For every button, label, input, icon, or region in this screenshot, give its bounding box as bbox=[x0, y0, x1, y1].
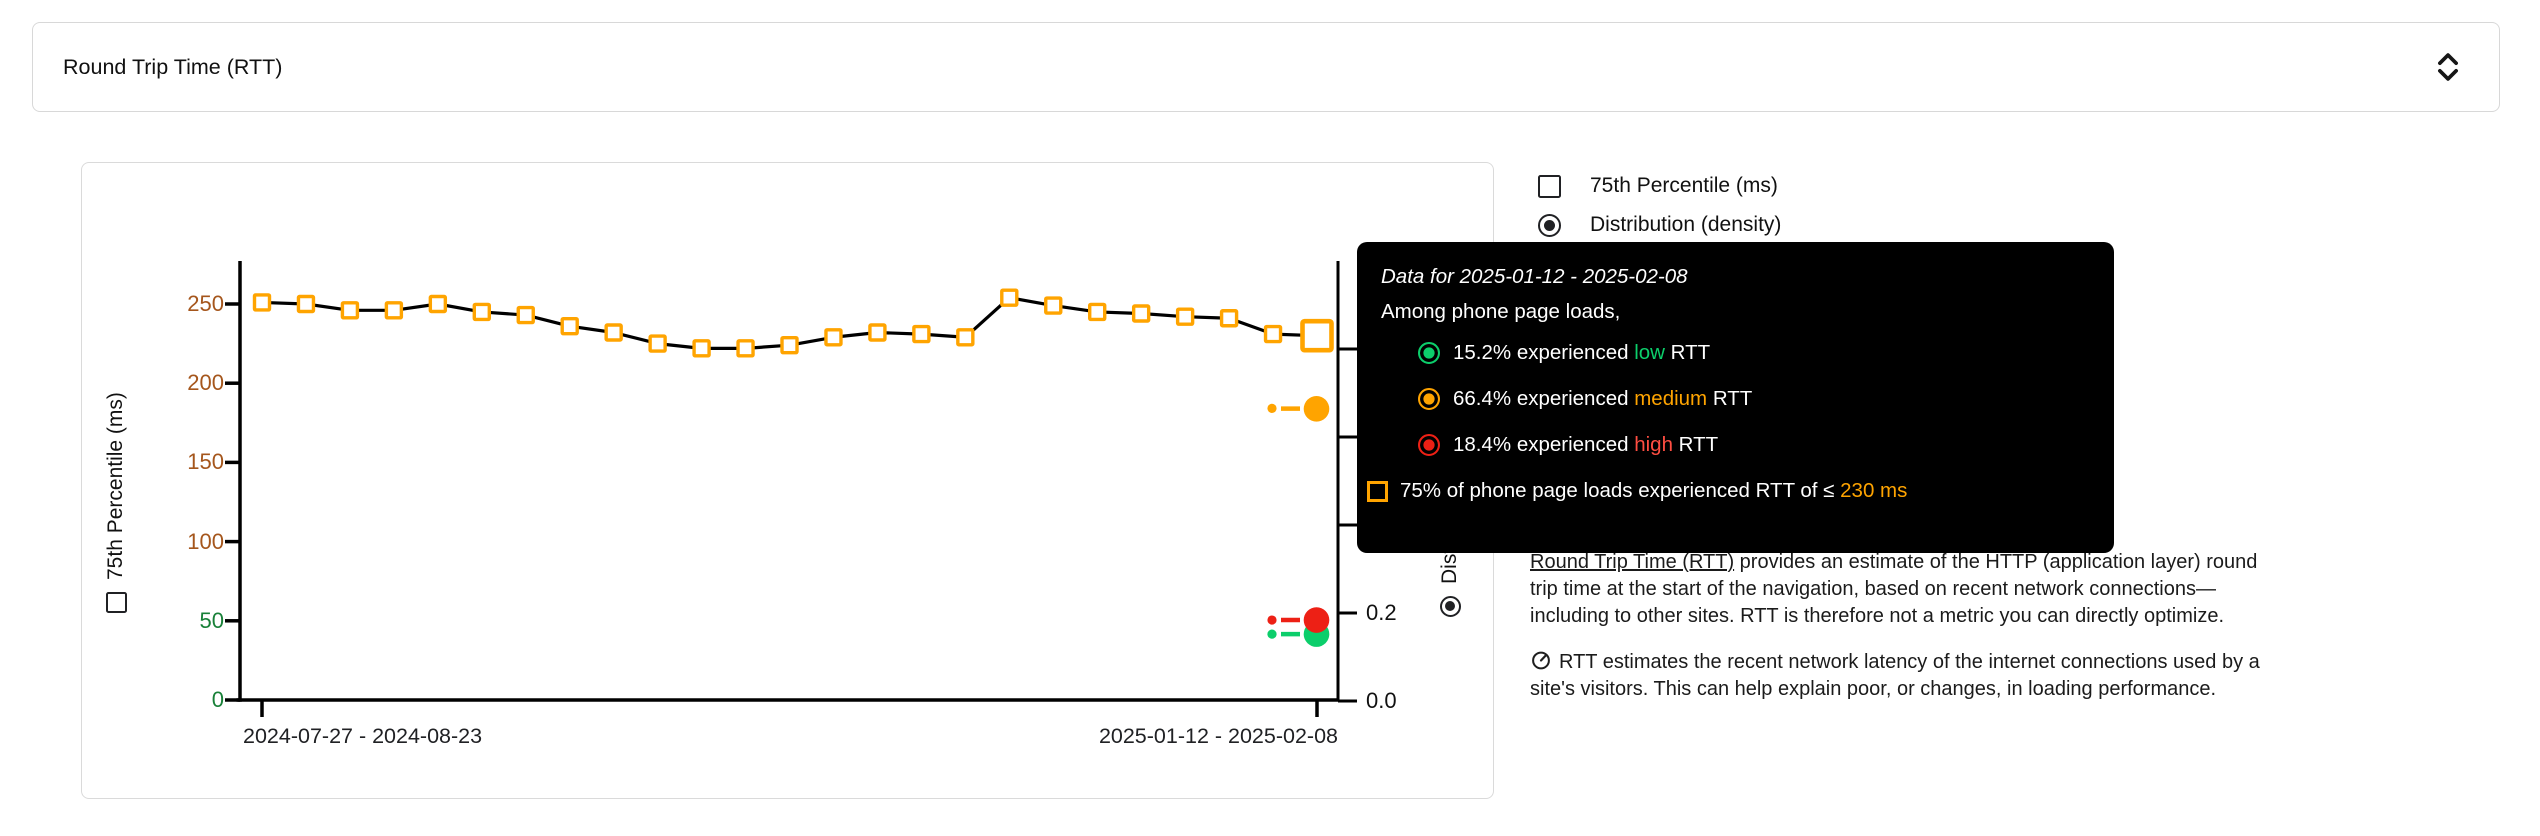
legend: 75th Percentile (ms) Distribution (densi… bbox=[1538, 174, 1781, 252]
legend-item-75th-percentile[interactable]: 75th Percentile (ms) bbox=[1538, 174, 1781, 198]
p75-marker[interactable] bbox=[604, 323, 623, 342]
p75-marker[interactable] bbox=[340, 301, 360, 320]
p75-marker[interactable] bbox=[912, 324, 931, 344]
p75-marker[interactable] bbox=[868, 323, 887, 342]
radio-icon[interactable] bbox=[1538, 213, 1561, 237]
chart-svg[interactable] bbox=[0, 0, 1540, 836]
density-dot-icon bbox=[1418, 342, 1440, 364]
p75-marker[interactable] bbox=[296, 294, 316, 314]
p75-marker[interactable] bbox=[1175, 307, 1195, 326]
chart-card bbox=[81, 162, 1494, 799]
p75-marker-selected[interactable] bbox=[1300, 318, 1334, 353]
p75-marker[interactable] bbox=[824, 328, 843, 347]
legend-item-distribution[interactable]: Distribution (density) bbox=[1538, 213, 1781, 237]
p75-marker[interactable] bbox=[956, 328, 975, 347]
tooltip-density-row: 15.2% experienced low RTT bbox=[1381, 330, 2090, 376]
metric-description-p1: Round Trip Time (RTT) provides an estima… bbox=[1530, 549, 2272, 630]
p75-marker[interactable] bbox=[1219, 309, 1239, 328]
p75-marker[interactable] bbox=[252, 293, 272, 312]
p75-marker[interactable] bbox=[1131, 304, 1151, 323]
density-dot-high[interactable] bbox=[1303, 607, 1330, 633]
density-dot-small-high bbox=[1267, 615, 1277, 625]
p75-marker[interactable] bbox=[1263, 324, 1283, 344]
p75-marker[interactable] bbox=[560, 316, 579, 336]
density-dot-icon bbox=[1418, 388, 1440, 410]
y-axis-label-left-text: 75th Percentile (ms) bbox=[104, 392, 127, 580]
legend-item-label: 75th Percentile (ms) bbox=[1590, 174, 1778, 197]
radio-dot bbox=[1544, 219, 1555, 231]
density-dot-icon bbox=[1418, 434, 1440, 456]
gauge-icon bbox=[1532, 651, 1550, 670]
p75-marker[interactable] bbox=[1044, 296, 1063, 315]
p75-marker[interactable] bbox=[648, 334, 667, 353]
metric-description: Round Trip Time (RTT) provides an estima… bbox=[1530, 549, 2272, 722]
unfold-more-icon bbox=[2438, 53, 2458, 81]
tooltip-density-row: 66.4% experienced medium RTT bbox=[1381, 376, 2090, 422]
p75-marker[interactable] bbox=[780, 335, 799, 355]
rtt-doc-link[interactable]: Round Trip Time (RTT) bbox=[1530, 551, 1735, 573]
tooltip-title: Data for 2025-01-12 - 2025-02-08 bbox=[1381, 265, 1688, 288]
chart-tooltip: Data for 2025-01-12 - 2025-02-08 Among p… bbox=[1357, 242, 2114, 553]
density-dot-medium[interactable] bbox=[1303, 396, 1330, 422]
p75-marker[interactable] bbox=[472, 302, 491, 322]
y-axis-label-left[interactable]: 75th Percentile (ms) bbox=[103, 392, 129, 613]
metric-selector-value: Round Trip Time (RTT) bbox=[63, 54, 283, 79]
metric-description-p2: RTT estimates the recent network latency… bbox=[1530, 649, 2272, 703]
tooltip-density-row: 18.4% experienced high RTT bbox=[1381, 422, 2090, 468]
p75-marker[interactable] bbox=[1088, 302, 1107, 322]
checkbox-icon[interactable] bbox=[1538, 174, 1561, 198]
p75-marker[interactable] bbox=[692, 339, 711, 358]
p75-marker-icon bbox=[1367, 480, 1388, 502]
p75-marker[interactable] bbox=[516, 305, 535, 325]
radio-dot bbox=[1445, 601, 1455, 612]
metric-selector[interactable]: Round Trip Time (RTT) bbox=[32, 22, 2500, 112]
density-dot-small-low bbox=[1267, 629, 1277, 639]
p75-marker[interactable] bbox=[1000, 288, 1019, 307]
p75-marker[interactable] bbox=[384, 301, 404, 320]
tooltip-subtitle: Among phone page loads, bbox=[1381, 300, 1621, 323]
p75-marker[interactable] bbox=[428, 294, 448, 314]
checkbox-icon[interactable] bbox=[105, 592, 127, 613]
legend-item-label: Distribution (density) bbox=[1590, 213, 1782, 236]
tooltip-rows: 15.2% experienced low RTT 66.4% experienc… bbox=[1367, 330, 2090, 514]
radio-icon[interactable] bbox=[1439, 596, 1461, 617]
metric-description-p1-text: provides an estimate of the HTTP (applic… bbox=[1530, 551, 2258, 627]
metric-description-p2-text: RTT estimates the recent network latency… bbox=[1530, 651, 2260, 700]
p75-marker[interactable] bbox=[736, 339, 755, 358]
tooltip-p75-row: 75% of phone page loads experienced RTT … bbox=[1367, 468, 2090, 514]
density-dot-small-medium bbox=[1267, 403, 1277, 413]
